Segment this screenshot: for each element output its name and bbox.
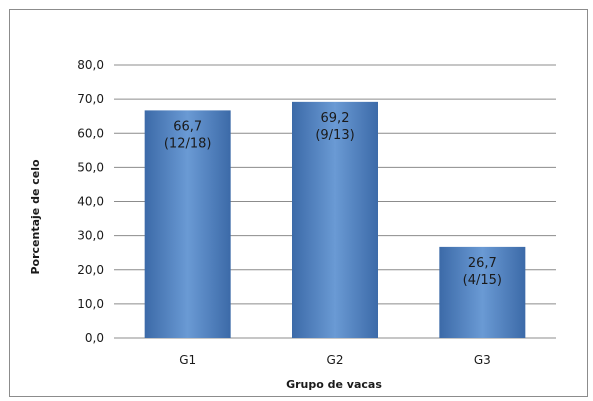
y-tick-label: 60,0 <box>77 126 104 140</box>
bar-G2 <box>292 101 378 338</box>
bars <box>144 101 526 338</box>
x-tick-label: G3 <box>474 353 491 367</box>
y-tick-label: 10,0 <box>77 297 104 311</box>
data-label-fraction: (4/15) <box>463 273 502 288</box>
data-label-fraction: (12/18) <box>164 136 212 151</box>
chart-frame: 0,0 10,0 20,0 30,0 40,0 50,0 60,0 70,0 80,0 66,7… <box>9 9 588 397</box>
y-tick-label: 40,0 <box>77 195 104 209</box>
x-tick-labels: G1 G2 G3 <box>179 353 491 367</box>
x-tick-label: G2 <box>327 353 344 367</box>
y-axis-title: Porcentaje de celo <box>29 159 42 275</box>
y-tick-label: 80,0 <box>77 58 104 72</box>
x-tick-label: G1 <box>179 353 196 367</box>
bar-chart: 0,0 10,0 20,0 30,0 40,0 50,0 60,0 70,0 80,0 66,7… <box>29 58 556 391</box>
x-axis-title: Grupo de vacas <box>286 378 382 391</box>
y-tick-label: 0,0 <box>85 331 104 345</box>
y-tick-label: 30,0 <box>77 229 104 243</box>
y-tick-label: 20,0 <box>77 263 104 277</box>
bar-G1 <box>144 110 231 338</box>
data-label-fraction: (9/13) <box>315 128 354 143</box>
data-labels: 66,7 (12/18) 69,2 (9/13) 26,7 (4/15) <box>164 111 502 288</box>
data-label-value: 26,7 <box>468 256 497 271</box>
bar-G3 <box>439 246 526 338</box>
y-tick-label: 50,0 <box>77 160 104 174</box>
y-tick-labels: 0,0 10,0 20,0 30,0 40,0 50,0 60,0 70,0 80,0 <box>77 58 104 345</box>
data-label-value: 66,7 <box>173 119 202 134</box>
y-tick-label: 70,0 <box>77 92 104 106</box>
data-label-value: 69,2 <box>321 111 350 126</box>
